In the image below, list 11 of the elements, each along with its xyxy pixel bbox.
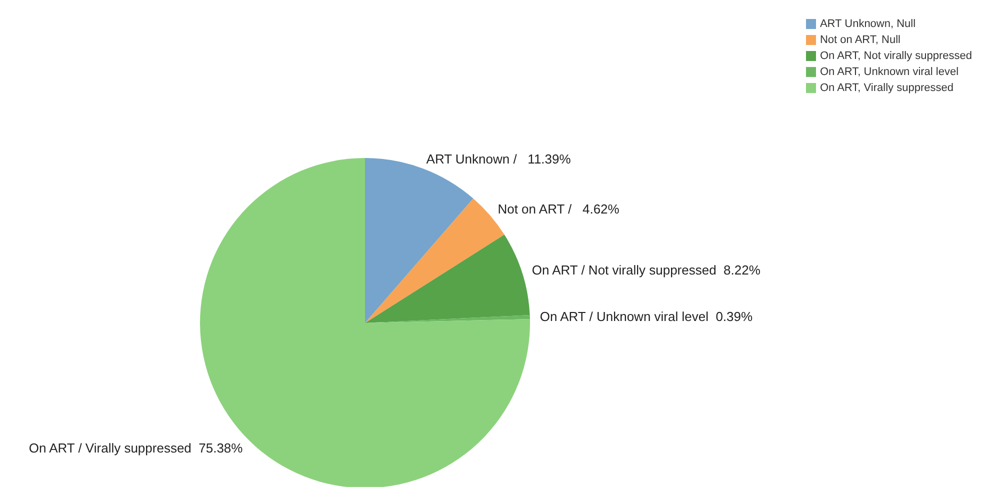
data-label: Not on ART / 4.62% (498, 201, 620, 216)
data-label: On ART / Virally suppressed 75.38% (28, 440, 244, 456)
data-label: On ART / Not virally suppressed 8.22% (532, 262, 761, 278)
data-label: On ART / Unknown viral level 0.39% (540, 309, 754, 324)
legend-label: Not on ART, Null (820, 34, 900, 46)
legend-label: ART Unknown, Null (820, 18, 916, 30)
legend-label: On ART, Unknown viral level (820, 66, 959, 78)
data-label: ART Unknown / 11.39% (426, 152, 572, 167)
legend-label: On ART, Not virally suppressed (820, 50, 972, 62)
pie-slice (365, 234, 530, 323)
legend-label: On ART, Virally suppressed (820, 82, 954, 94)
